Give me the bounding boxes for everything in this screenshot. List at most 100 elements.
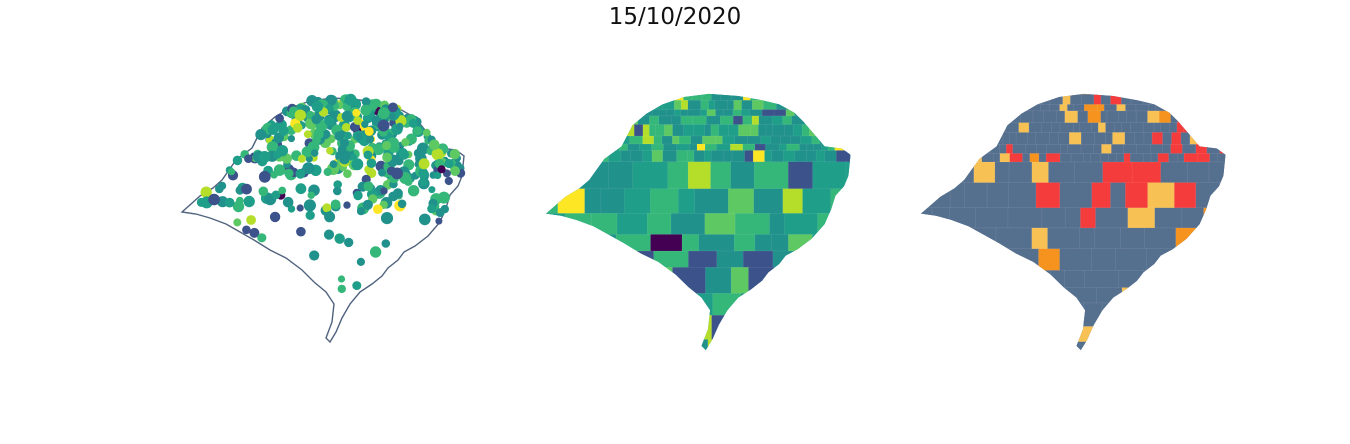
municipality xyxy=(950,104,965,112)
municipality xyxy=(921,182,927,209)
municipality xyxy=(619,250,655,269)
municipality xyxy=(1201,302,1223,328)
city-point xyxy=(355,133,363,141)
municipality xyxy=(802,188,832,215)
municipality xyxy=(926,93,938,106)
municipality xyxy=(1138,80,1146,89)
municipality xyxy=(935,287,970,304)
city-point xyxy=(361,97,371,106)
municipality xyxy=(839,115,851,126)
municipality xyxy=(590,135,599,145)
municipality xyxy=(754,161,789,190)
municipality xyxy=(1092,93,1104,95)
municipality xyxy=(1093,144,1103,155)
municipality xyxy=(1221,93,1226,95)
municipality xyxy=(531,116,544,125)
municipality xyxy=(624,188,652,215)
municipality xyxy=(651,150,664,163)
municipality xyxy=(1009,302,1028,328)
panel-choropleth-viridis xyxy=(525,80,874,351)
city-point xyxy=(418,168,429,179)
municipality xyxy=(615,234,652,252)
municipality xyxy=(1142,122,1155,134)
municipality xyxy=(944,110,957,124)
figure-title: 15/10/2020 xyxy=(608,4,742,30)
city-point xyxy=(356,257,365,266)
municipality xyxy=(1102,161,1133,184)
municipality xyxy=(627,143,640,152)
city-point xyxy=(361,120,369,128)
municipality xyxy=(1123,153,1131,163)
municipality xyxy=(999,80,1012,89)
municipality xyxy=(1160,270,1189,289)
municipality xyxy=(645,99,655,111)
city-point xyxy=(297,154,306,163)
municipality xyxy=(934,93,942,95)
municipality xyxy=(600,188,626,215)
municipality xyxy=(1170,144,1184,155)
municipality xyxy=(949,207,977,229)
municipality xyxy=(525,213,543,235)
municipality xyxy=(1189,93,1199,95)
municipality xyxy=(525,251,543,268)
municipality xyxy=(586,150,602,163)
city-point xyxy=(353,116,363,125)
municipality xyxy=(1247,111,1254,123)
municipality xyxy=(780,135,792,145)
municipality xyxy=(546,213,567,236)
municipality xyxy=(582,315,609,341)
municipality xyxy=(672,135,680,145)
municipality xyxy=(1154,207,1183,229)
municipality xyxy=(986,182,1010,209)
municipality xyxy=(825,293,851,317)
municipality xyxy=(1241,326,1260,342)
city-point xyxy=(413,126,423,136)
municipality xyxy=(1060,80,1068,89)
municipality xyxy=(574,109,584,117)
municipality xyxy=(921,153,925,163)
municipality xyxy=(931,207,951,229)
municipality xyxy=(817,339,841,351)
municipality xyxy=(1091,248,1117,272)
municipality xyxy=(616,213,648,236)
municipality xyxy=(751,115,760,126)
city-point xyxy=(373,204,383,214)
municipality xyxy=(1110,93,1123,106)
municipality xyxy=(702,135,717,145)
municipality xyxy=(853,293,868,316)
municipality xyxy=(720,115,734,126)
municipality xyxy=(835,93,849,101)
municipality xyxy=(988,80,1000,89)
municipality xyxy=(936,110,946,124)
municipality xyxy=(1005,270,1030,289)
municipality xyxy=(674,93,685,101)
municipality xyxy=(637,93,652,101)
municipality xyxy=(607,315,627,341)
municipality xyxy=(1209,104,1221,112)
municipality xyxy=(855,189,874,214)
municipality xyxy=(740,109,751,117)
municipality xyxy=(1209,93,1219,106)
municipality xyxy=(921,132,932,146)
city-point xyxy=(344,93,357,106)
municipality xyxy=(734,80,748,90)
municipality xyxy=(1208,161,1226,184)
city-point xyxy=(396,122,404,131)
city-point xyxy=(200,186,212,198)
municipality xyxy=(1189,326,1222,343)
city-point xyxy=(388,112,396,120)
city-point xyxy=(233,218,242,227)
municipality xyxy=(696,143,706,152)
municipality xyxy=(1162,144,1172,155)
municipality xyxy=(749,109,763,117)
municipality xyxy=(788,234,814,252)
municipality xyxy=(743,250,774,269)
municipality xyxy=(969,341,998,351)
municipality xyxy=(704,213,736,236)
municipality xyxy=(817,213,851,236)
city-point xyxy=(324,116,335,126)
municipality xyxy=(619,115,629,126)
municipality xyxy=(963,144,974,155)
municipality xyxy=(591,213,618,236)
municipality xyxy=(578,161,610,190)
